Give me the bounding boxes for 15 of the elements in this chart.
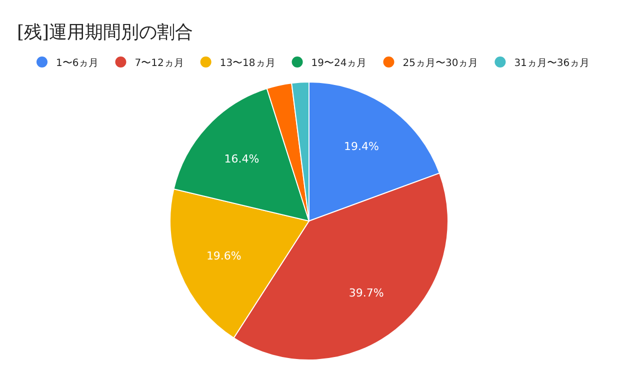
data-label: 19.6% [206, 249, 242, 262]
pie-slice [170, 188, 310, 338]
data-label: 16.4% [224, 152, 260, 166]
legend-label: 1〜6ヵ月 [56, 58, 99, 69]
pie-slice [266, 82, 310, 222]
legend-label: 7〜12ヵ月 [134, 58, 184, 69]
data-label: 19.4% [344, 140, 379, 153]
chart-title: [残]運用期間別の割合 [17, 22, 194, 43]
pie-slice [308, 82, 440, 222]
legend-label: 25ヵ月〜30ヵ月 [402, 58, 478, 69]
data-label: 39.7% [348, 286, 384, 300]
legend-label: 13〜18ヵ月 [220, 58, 276, 69]
pie-slice [173, 88, 310, 222]
legend-label: 31ヵ月〜36ヵ月 [514, 58, 590, 69]
legend-label: 19〜24ヵ月 [311, 58, 367, 69]
